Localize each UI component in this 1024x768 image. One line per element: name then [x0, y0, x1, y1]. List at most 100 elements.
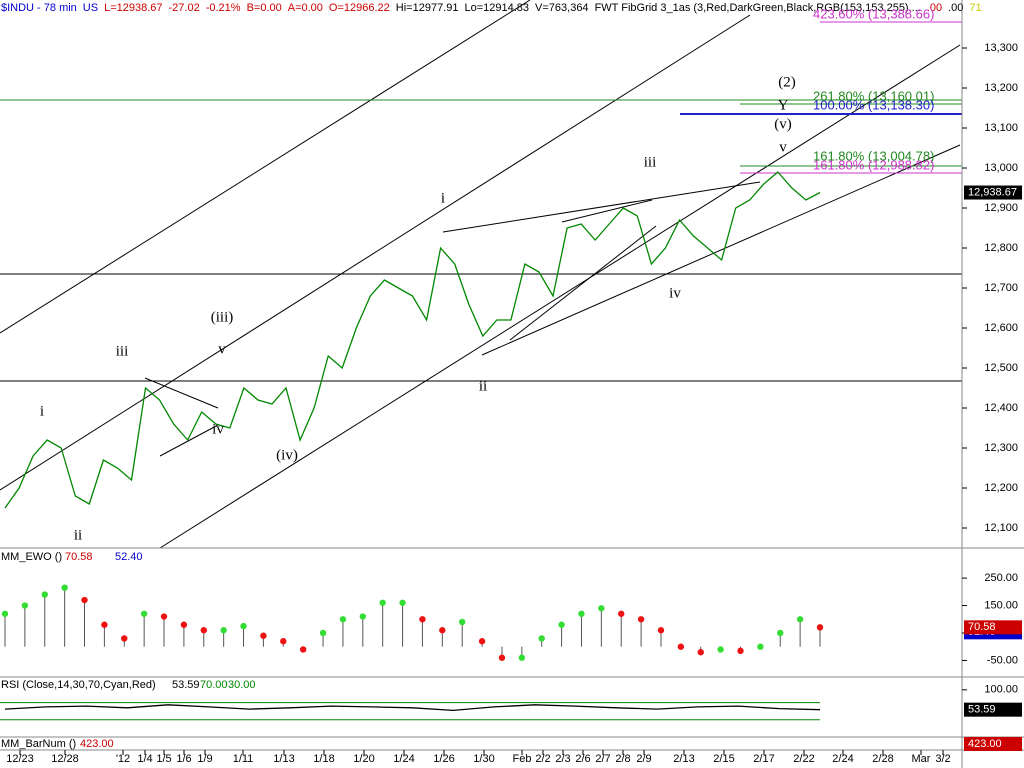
value-tag-label: 70.58	[968, 621, 996, 633]
value-tag-label: 423.00	[968, 738, 1002, 750]
x-tick-label: 1/13	[273, 753, 294, 765]
ewo-dot	[419, 616, 426, 623]
ewo-dot	[697, 649, 704, 656]
ewo-dot	[200, 627, 207, 634]
ewo-dot	[558, 621, 565, 628]
readout: 30.00	[228, 679, 256, 691]
readout: 70.58	[65, 551, 93, 563]
fib-label: 161.80% (12,988.82)	[813, 157, 934, 172]
wave-label: (2)	[778, 74, 796, 90]
x-tick-label: 1/20	[353, 753, 374, 765]
wave-label: iii	[644, 154, 657, 170]
ewo-dot	[81, 596, 88, 604]
channel-line	[0, 14, 751, 491]
ewo-dot	[180, 621, 188, 628]
ewo-dot	[280, 638, 287, 645]
header-item: Hi=12977.91	[396, 2, 459, 14]
ewo-dot	[458, 618, 466, 626]
x-tick-label: 12/23	[6, 753, 34, 765]
x-tick-label: 2/28	[872, 753, 893, 765]
ewo-dot	[637, 616, 645, 623]
panel-title: RSI (Close,14,30,70,Cyan,Red)	[1, 679, 156, 691]
x-tick-label: 1/18	[313, 753, 334, 765]
y-tick-label: 13,200	[984, 82, 1018, 94]
y-tick-label: 12,400	[984, 402, 1018, 414]
header-item: B=0.00	[247, 2, 282, 14]
y-tick-label: 12,200	[984, 482, 1018, 494]
x-tick-label: 1/11	[233, 753, 254, 765]
x-tick-label: 1/30	[473, 753, 494, 765]
ewo-dot	[41, 591, 48, 598]
x-tick-label: Mar	[912, 753, 931, 765]
readout: 53.59	[172, 679, 200, 691]
x-tick-label: 1/24	[393, 753, 414, 765]
x-tick-label: 2/15	[713, 753, 734, 765]
y-tick-label: 12,900	[984, 202, 1018, 214]
x-tick-label: 2/24	[832, 753, 853, 765]
x-tick-label: 2/3	[555, 753, 570, 765]
trend-lines	[0, 0, 962, 549]
x-tick-label: 2/8	[615, 753, 630, 765]
ewo-dot	[240, 622, 247, 630]
header-item: $INDU - 78 min	[1, 2, 77, 14]
x-tick-label: 2/2	[535, 753, 550, 765]
y-tick-label: 13,100	[984, 122, 1018, 134]
channel-line	[0, 0, 531, 334]
wave-label: i	[40, 403, 44, 419]
y-tick-label: 12,800	[984, 242, 1018, 254]
ewo-dot	[518, 654, 526, 661]
ewo-dot	[618, 610, 625, 617]
wave-label: iv	[212, 421, 224, 437]
x-tick-label: Feb	[513, 753, 532, 765]
header-item: 71	[969, 2, 981, 14]
triangle-line	[144, 377, 219, 409]
x-tick-label: 1/9	[197, 753, 212, 765]
x-tick-label: 1/26	[433, 753, 454, 765]
channel-line	[481, 144, 961, 356]
y-tick-label: 12,500	[984, 362, 1018, 374]
ewo-dot	[478, 638, 486, 645]
ewo-dot	[61, 584, 68, 591]
ewo-dot	[757, 643, 764, 650]
y-tick-label: 100.00	[984, 684, 1018, 696]
fib-label: 100.00% (13,138.30)	[813, 97, 934, 112]
wave-label: ii	[74, 527, 82, 543]
wave-label: (iv)	[276, 447, 298, 463]
ewo-dot	[439, 627, 446, 634]
x-tick-label: 12/28	[51, 753, 79, 765]
y-tick-label: 12,100	[984, 522, 1018, 534]
ewo-dot	[160, 613, 168, 620]
wedge-line	[561, 199, 653, 223]
wave-label: v	[779, 139, 787, 155]
x-tick-label: 2/22	[793, 753, 814, 765]
header-item: .00	[927, 2, 942, 14]
header-item: L=12938.67	[104, 2, 162, 14]
ewo-dot	[379, 599, 386, 606]
value-tag-label: 12,938.67	[968, 186, 1017, 198]
ewo-dot	[339, 616, 347, 623]
ewo-dot	[21, 602, 29, 609]
y-tick-label: 13,300	[984, 42, 1018, 54]
header-item: -27.02	[169, 2, 200, 14]
fib-label: 261.80% (13,160.01)	[813, 88, 934, 103]
ewo-dot	[816, 624, 824, 631]
x-tick-label: 2/9	[636, 753, 651, 765]
x-tick-label: 1/6	[176, 753, 191, 765]
y-tick-label: 12,700	[984, 282, 1018, 294]
y-tick-label: 12,600	[984, 322, 1018, 334]
readout: 423.00	[80, 738, 114, 750]
header-item: Lo=12914.83	[464, 2, 529, 14]
header-item: -0.21%	[206, 2, 241, 14]
header-item: US	[83, 2, 98, 14]
header-item: A=0.00	[288, 2, 323, 14]
wave-label: iv	[669, 285, 681, 301]
readout: 70.00	[200, 679, 228, 691]
wave-label: (iii)	[211, 309, 234, 325]
header-item: V=763,364	[535, 2, 589, 14]
ewo-dot	[737, 647, 744, 655]
ewo-dot	[140, 610, 148, 617]
channel-line	[159, 44, 961, 549]
x-tick-label: 3/2	[935, 753, 950, 765]
